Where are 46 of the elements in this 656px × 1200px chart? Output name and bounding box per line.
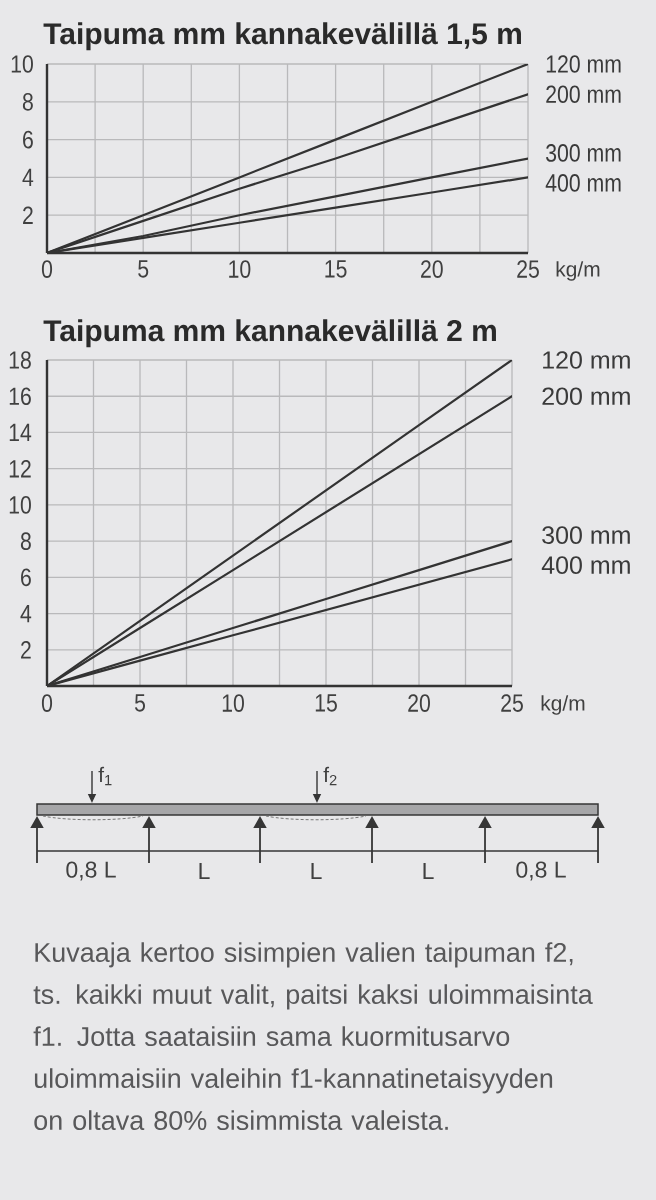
x-tick-label: 10	[222, 694, 244, 712]
y-tick-label: 14	[9, 423, 32, 442]
text: L	[199, 863, 210, 879]
text: 0,8 L	[516, 861, 566, 881]
y-tick-label: 4	[22, 168, 34, 186]
x-tick-label: 20	[421, 260, 443, 278]
x-tick-label: 15	[325, 260, 347, 278]
series-label: 200 mm	[542, 387, 630, 406]
x-tick-label: 20	[408, 694, 430, 712]
x-tick-label: 0	[41, 694, 53, 712]
text: Kuvaaja kertoo sisimpien valien taipuman f2, ts. kaikki muut valit, paitsi kaksi uloimmaisinta f1. Jotta saataisiin sama kuormitusarvo uloimmaisiin valeihin f1-kannatinetaisyyden on oltava 80% sisimmista valeista.	[33, 942, 593, 1131]
y-tick-label: 10	[11, 55, 33, 73]
series-label: 120 mm	[543, 351, 630, 369]
y-tick-label: 16	[9, 387, 31, 406]
x-axis-title: kg/m	[556, 261, 600, 281]
series-label: 200 mm	[546, 85, 621, 104]
y-tick-label: 8	[20, 532, 31, 550]
series-label: 300 mm	[546, 144, 621, 162]
series-label: 120 mm	[546, 55, 621, 73]
y-tick-label: 6	[21, 568, 31, 587]
chart-title: Taipuma mm kannakevälillä 1,5 m	[43, 22, 521, 51]
chart-title: Taipuma mm kannakevälillä 2 m	[43, 319, 496, 348]
y-tick-label: 18	[9, 351, 31, 369]
text: L	[423, 863, 434, 879]
x-tick-label: 0	[41, 260, 53, 278]
series-label: 400 mm	[541, 556, 630, 575]
x-tick-label: 15	[315, 694, 337, 712]
y-tick-label: 6	[23, 130, 33, 149]
y-tick-label: 12	[9, 459, 31, 478]
x-axis-title: kg/m	[541, 695, 585, 715]
y-tick-label: 2	[21, 641, 31, 659]
series-label: 400 mm	[545, 174, 621, 192]
y-tick-label: 10	[9, 496, 31, 514]
text: 0,8 L	[66, 861, 116, 881]
y-tick-label: 4	[20, 604, 32, 623]
text: f$_{2}$	[323, 766, 337, 786]
x-tick-label: 5	[134, 694, 146, 712]
text: L	[311, 863, 322, 879]
x-tick-label: 5	[138, 260, 149, 278]
x-tick-label: 25	[501, 694, 523, 712]
x-tick-label: 10	[229, 260, 251, 278]
text: f$_{1}$	[98, 766, 112, 786]
y-tick-label: 2	[23, 206, 33, 224]
y-tick-label: 8	[22, 92, 33, 111]
series-label: 300 mm	[542, 526, 630, 545]
x-tick-label: 25	[517, 260, 539, 278]
